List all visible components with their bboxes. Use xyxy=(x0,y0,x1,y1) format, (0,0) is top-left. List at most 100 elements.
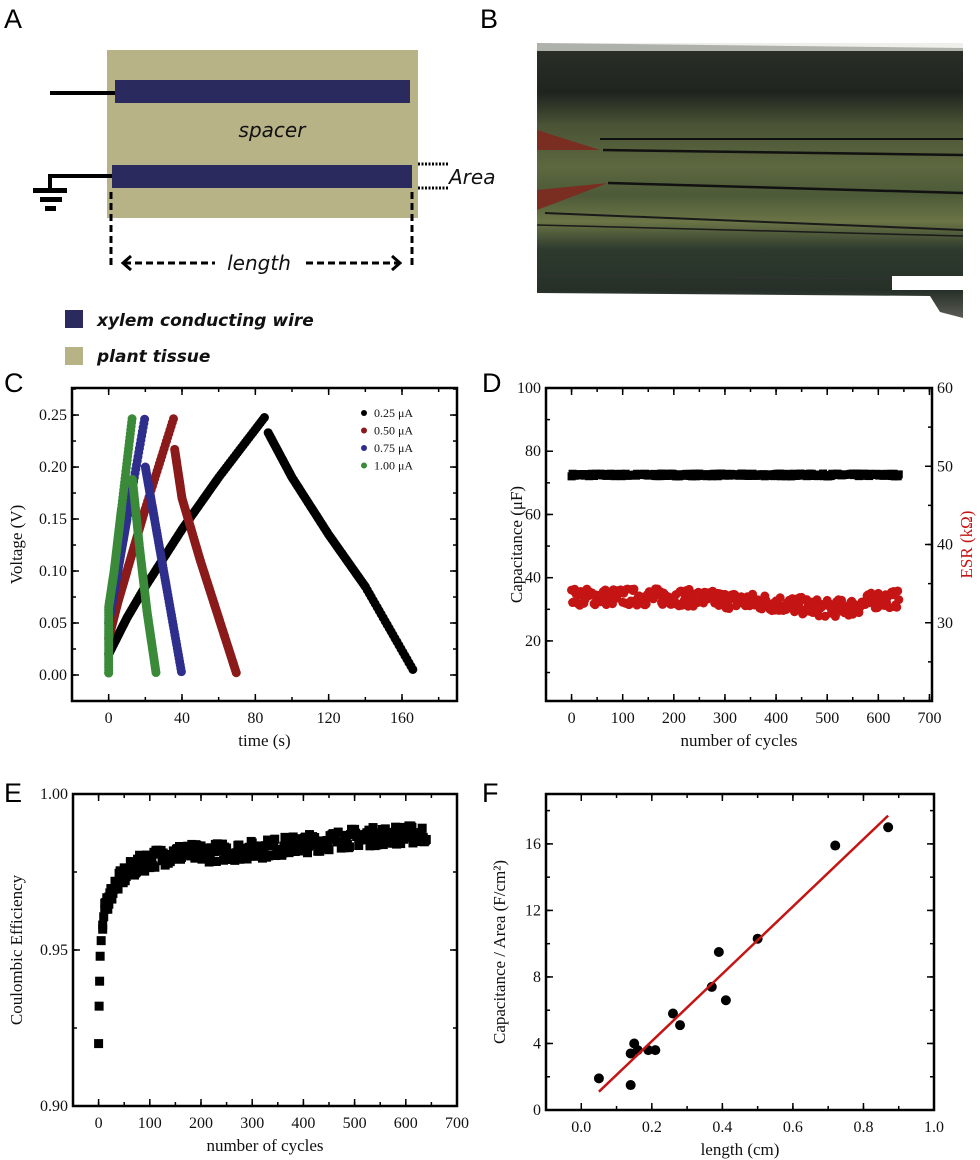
data-point xyxy=(104,899,114,909)
data-point xyxy=(724,604,734,614)
ground-icon xyxy=(33,188,67,211)
arrowhead-left-icon xyxy=(120,254,132,272)
data-point xyxy=(894,595,904,605)
spacer-label: spacer xyxy=(239,118,308,142)
data-point xyxy=(211,856,221,866)
data-point xyxy=(324,845,334,855)
data-point xyxy=(96,936,106,946)
data-point xyxy=(593,1073,604,1084)
data-point xyxy=(344,842,354,852)
y-tick-label: 1.00 xyxy=(40,786,68,803)
x-tick-label: 300 xyxy=(240,1115,264,1132)
data-point xyxy=(170,853,180,863)
data-point xyxy=(675,1020,686,1031)
y-tick-label: 20 xyxy=(525,633,541,650)
y-tick-label: 60 xyxy=(525,506,541,523)
data-point xyxy=(94,1039,104,1049)
data-point xyxy=(205,852,215,862)
x-tick-label: 0 xyxy=(568,710,576,727)
data-point xyxy=(713,947,724,957)
data-point xyxy=(667,1008,678,1019)
x-tick-label: 1.0 xyxy=(924,1119,944,1136)
y-right-tick-label: 30 xyxy=(937,615,953,632)
device-schematic: spacer Area length xylem conducting wire… xyxy=(33,50,495,367)
data-point xyxy=(147,855,157,865)
y-right-tick-label: 40 xyxy=(937,537,953,554)
x-tick-label: 100 xyxy=(611,710,635,727)
data-point xyxy=(99,912,109,922)
data-point xyxy=(893,586,903,596)
y-tick-label: 0.90 xyxy=(40,1098,68,1115)
y-tick-label: 0.10 xyxy=(39,563,67,580)
axes: 0 100 200 300 400 500 600 700 20 40 60 80 100 30 40 50 6… xyxy=(507,380,976,750)
data-point xyxy=(103,904,113,914)
plot-frame xyxy=(70,386,459,703)
y-tick-label: 16 xyxy=(525,836,541,853)
x-tick-label: 120 xyxy=(317,710,341,727)
x-axis-label: number of cycles xyxy=(206,1136,323,1155)
data-point xyxy=(295,841,305,851)
data-point xyxy=(363,835,373,845)
y-right-tick-label: 60 xyxy=(937,380,953,397)
plant-tissue-block xyxy=(107,50,418,218)
legend-marker xyxy=(361,410,367,416)
series-esr xyxy=(567,584,904,621)
y-tick-label: 0.00 xyxy=(39,667,67,684)
plot-area xyxy=(593,814,894,1093)
x-tick-label: 600 xyxy=(866,710,890,727)
data-point xyxy=(284,848,294,858)
data-point xyxy=(775,593,785,603)
plot-frame xyxy=(71,792,459,1108)
plot-area xyxy=(104,413,418,678)
x-tick-label: 0 xyxy=(95,1115,103,1132)
x-tick-label: 0.4 xyxy=(712,1119,732,1136)
data-point xyxy=(372,840,382,850)
x-tick-label: 40 xyxy=(174,710,190,727)
data-point xyxy=(417,823,427,833)
data-point xyxy=(354,841,364,851)
fit-line xyxy=(598,814,890,1093)
data-point xyxy=(397,822,407,832)
bottom-lead xyxy=(48,174,112,192)
y-axis-label: Capacitance (μF) xyxy=(507,486,526,603)
data-point xyxy=(408,664,418,674)
x-axis-label: length (cm) xyxy=(701,1140,780,1159)
x-tick-label: 0.2 xyxy=(642,1119,662,1136)
panel-label-d: D xyxy=(482,368,502,398)
data-point xyxy=(98,924,108,934)
legend-marker xyxy=(361,427,367,434)
y-tick-label: 0.20 xyxy=(39,459,67,476)
bottom-xylem-wire xyxy=(112,165,412,188)
data-point xyxy=(629,584,639,594)
data-point xyxy=(304,841,314,851)
x-tick-label: 0.8 xyxy=(853,1119,873,1136)
y-tick-label: 8 xyxy=(533,969,541,986)
x-tick-label: 100 xyxy=(138,1115,162,1132)
y-right-tick-label: 50 xyxy=(937,458,953,475)
panel-label-b: B xyxy=(480,4,498,34)
data-point xyxy=(140,414,150,424)
data-point xyxy=(104,668,114,678)
data-point xyxy=(333,827,343,837)
plot-area xyxy=(567,469,904,621)
data-point xyxy=(94,1001,104,1011)
scale-bar xyxy=(892,276,963,290)
plot-frame xyxy=(544,386,934,703)
series-3 xyxy=(104,414,161,678)
data-point xyxy=(403,831,413,841)
data-point xyxy=(894,470,903,479)
panel-label-c: C xyxy=(4,368,24,398)
chart-e: 0 100 200 300 400 500 600 700 0.90 0.95 1.00 number… xyxy=(7,786,469,1155)
data-point xyxy=(294,846,304,856)
x-tick-label: 0 xyxy=(105,710,113,727)
panel-label-e: E xyxy=(4,778,22,808)
data-point xyxy=(197,854,207,864)
y-axis-label: Capacitance / Area (F/cm²) xyxy=(490,860,509,1044)
data-point xyxy=(214,846,224,856)
x-tick-label: 400 xyxy=(291,1115,315,1132)
data-point xyxy=(259,413,269,423)
data-point xyxy=(265,850,275,860)
y-tick-label: 0 xyxy=(533,1102,541,1119)
legend-label-wire: xylem conducting wire xyxy=(96,311,314,331)
chart-f: 0.0 0.2 0.4 0.6 0.8 1.0 0 4 8 12 16 length (cm) Capa… xyxy=(490,792,944,1159)
